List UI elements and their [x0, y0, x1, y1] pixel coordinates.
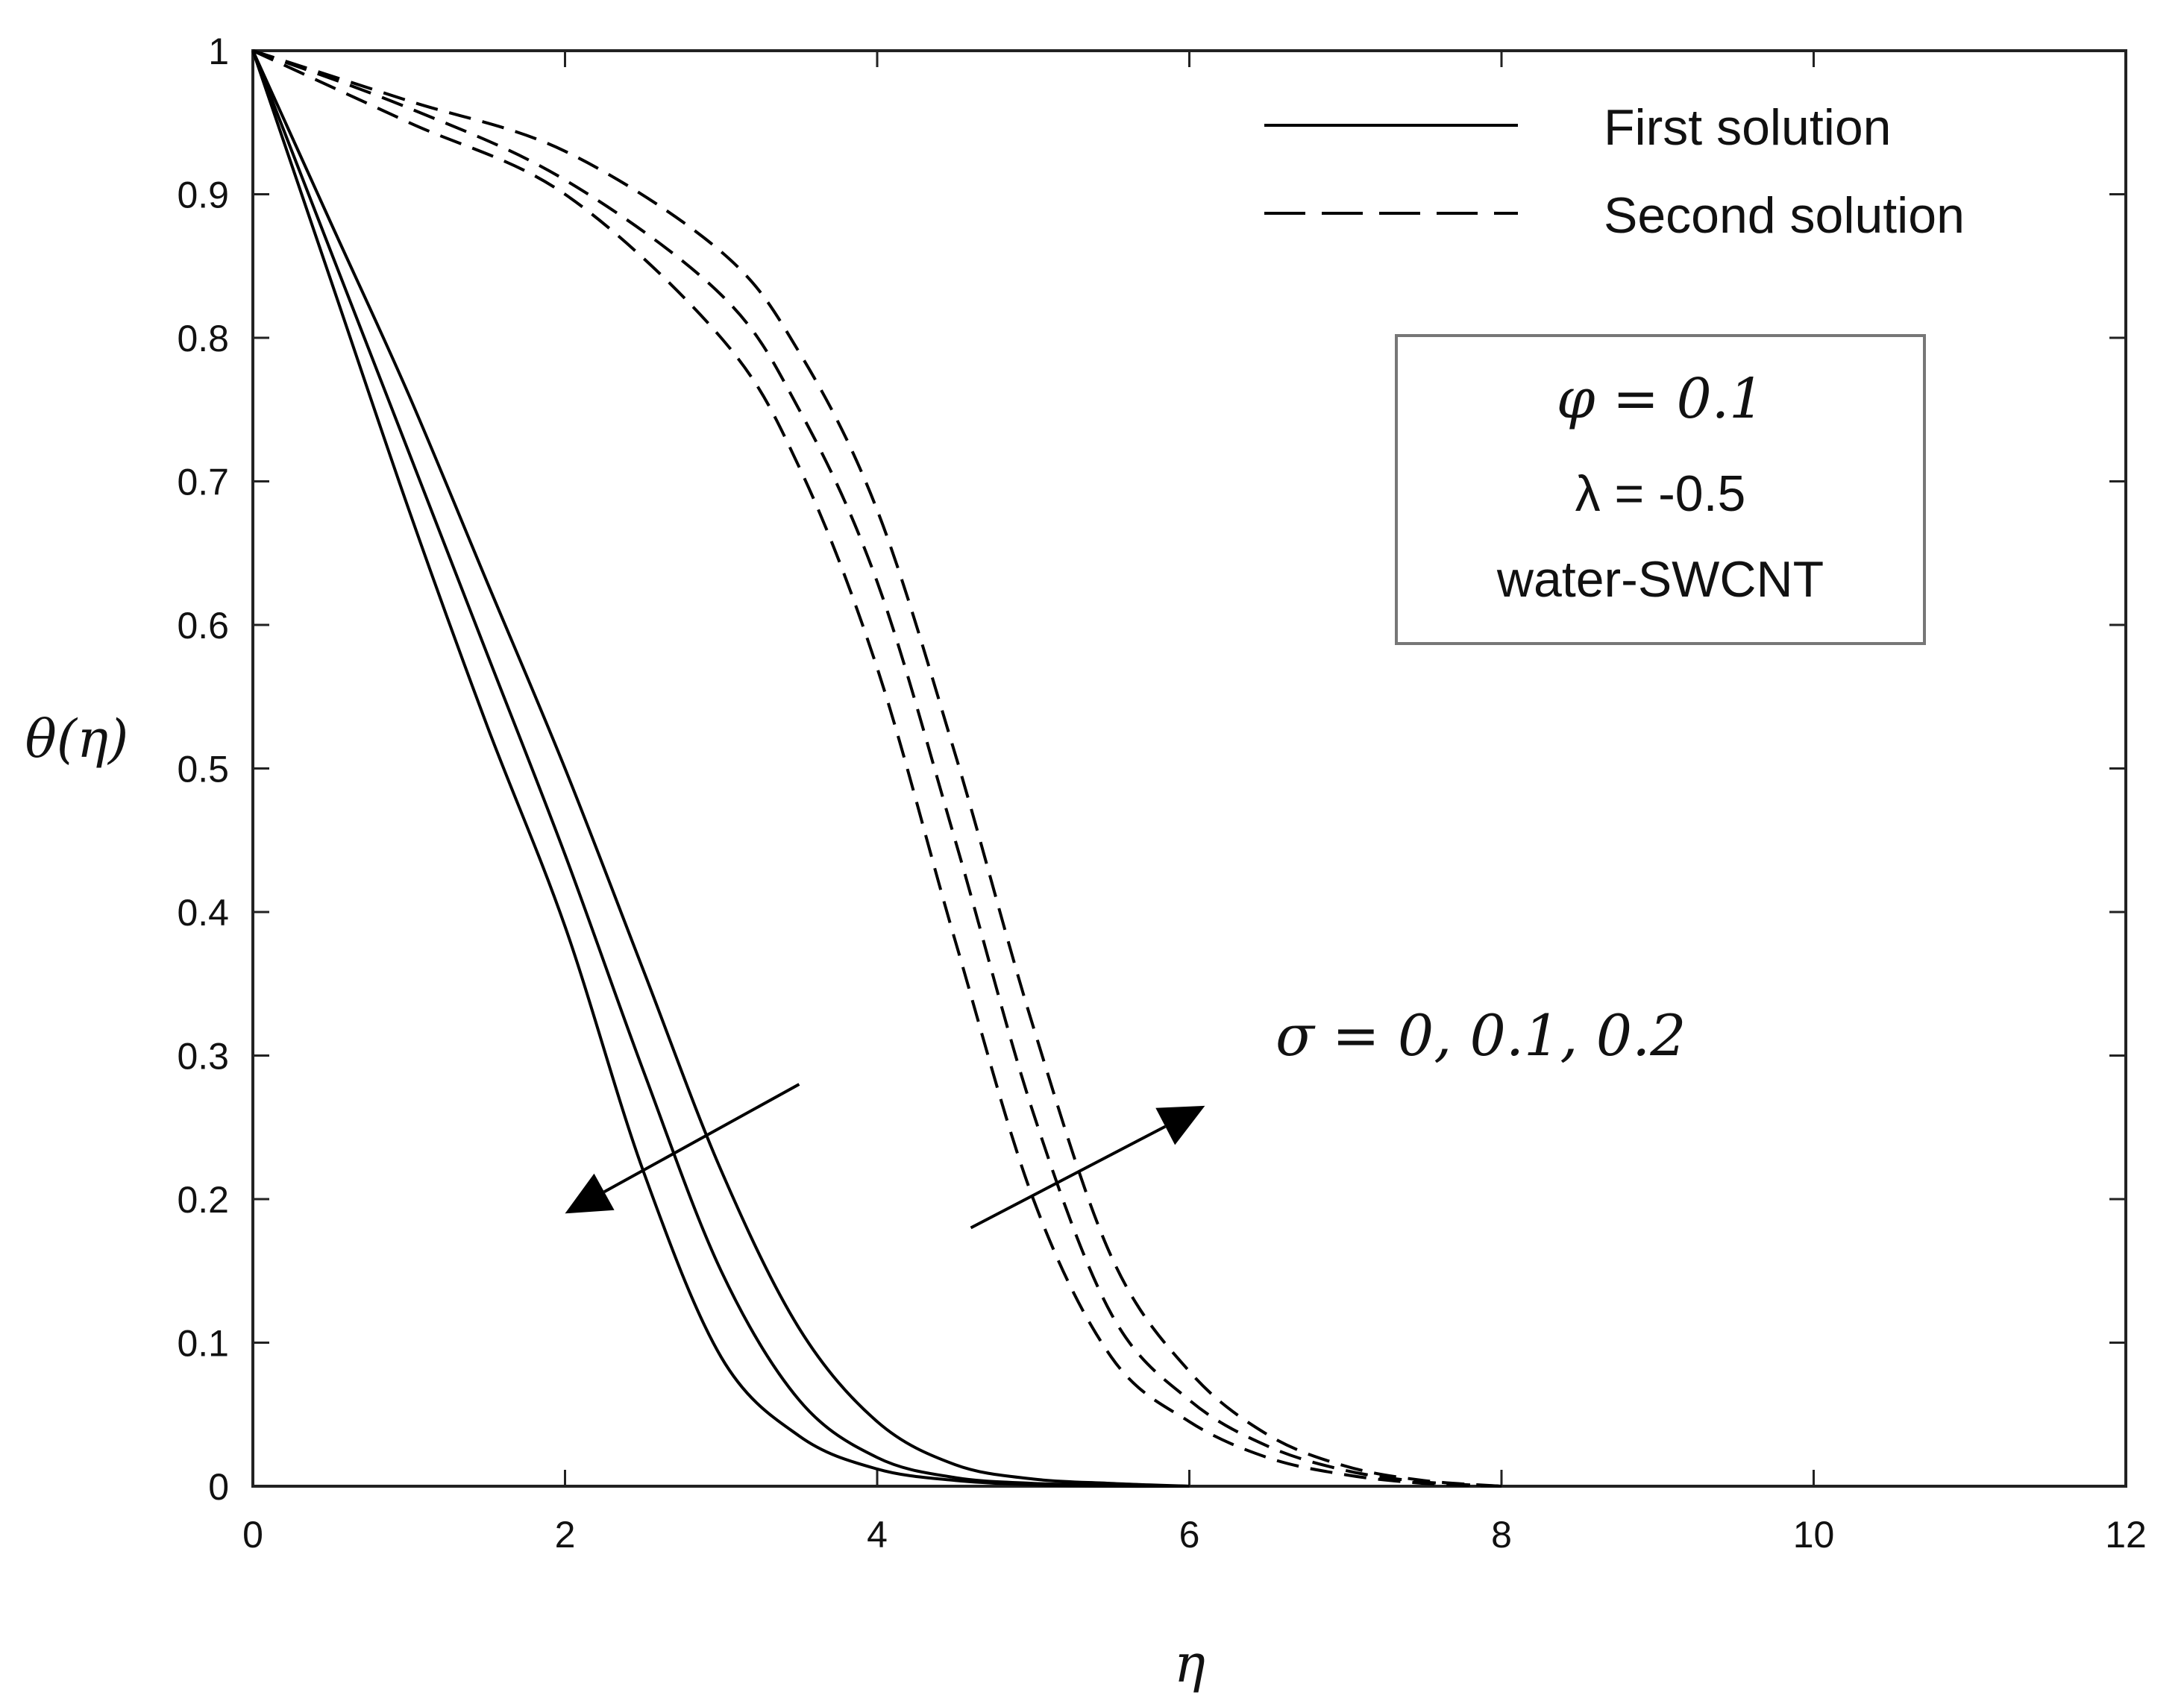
sigma-annotation: σ = 0, 0.1, 0.2: [1275, 1002, 1686, 1069]
y-tick-label: 0.6: [177, 605, 229, 647]
first-solution-line-2: [251, 50, 1190, 1488]
second-solution-line-4: [252, 49, 1502, 1488]
y-tick-label: 0.5: [177, 749, 229, 790]
x-axis-label: η: [1174, 1633, 1205, 1694]
legend-label-first-solution: First solution: [1604, 99, 1891, 156]
second-solution-line-5: [252, 49, 1502, 1488]
y-tick-label: 0.1: [177, 1323, 229, 1365]
x-tick-label: 4: [867, 1514, 888, 1556]
legend: First solution Second solution: [1264, 99, 1965, 244]
legend-label-second-solution: Second solution: [1604, 187, 1965, 244]
x-tick-label: 12: [2105, 1514, 2147, 1556]
y-tick-label: 1: [208, 31, 229, 72]
y-tick-label: 0.7: [177, 462, 229, 503]
y-tick-label: 0.3: [177, 1036, 229, 1078]
series-layer: [251, 49, 1502, 1488]
first-solution-trend-head: [565, 1173, 615, 1214]
parameter-box: φ = 0.1 λ = -0.5 water-SWCNT: [1395, 334, 1926, 645]
parameter-fluid: water-SWCNT: [1496, 551, 1824, 608]
y-tick-label: 0: [208, 1466, 229, 1508]
y-tick-label: 0.4: [177, 892, 229, 934]
first-solution-trend-shaft: [603, 1083, 800, 1194]
x-tick-label: 0: [242, 1514, 263, 1556]
y-tick-label: 0.2: [177, 1179, 229, 1221]
y-tick-label: 0.8: [177, 318, 229, 359]
first-solution-line-1: [251, 50, 1190, 1488]
parameter-box-frame: [1395, 334, 1926, 645]
x-tick-label: 6: [1179, 1514, 1200, 1556]
second-solution-line-3: [252, 49, 1502, 1488]
y-tick-label: 0.9: [177, 174, 229, 216]
annotation-arrows: [565, 1083, 1205, 1230]
x-tick-label: 8: [1491, 1514, 1512, 1556]
axis-tick-labels: 0 2 4 6 8 10 12 0 0.1 0.2 0.3 0.4 0.5 0.6 0.7 0.8 0.9 1: [177, 31, 2146, 1556]
first-solution-line-0: [251, 50, 1190, 1488]
plot-area: [251, 49, 2127, 1488]
second-solution-trend-head: [1155, 1105, 1205, 1145]
x-tick-label: 10: [1793, 1514, 1835, 1556]
parameter-phi: φ = 0.1: [1557, 367, 1765, 431]
parameter-lambda: λ = -0.5: [1575, 465, 1746, 522]
axis-ticks: [251, 49, 2127, 1488]
second-solution-trend-shaft: [970, 1125, 1167, 1230]
x-tick-label: 2: [555, 1514, 576, 1556]
y-axis-label: θ(η): [25, 708, 129, 770]
